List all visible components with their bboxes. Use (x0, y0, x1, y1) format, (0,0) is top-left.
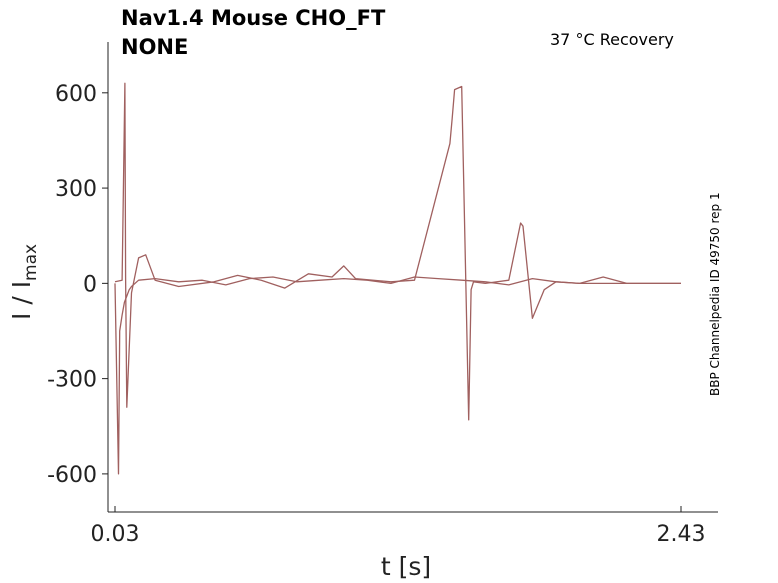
x-tick-label: 0.03 (91, 522, 140, 547)
series-line-2 (114, 82, 681, 421)
y-axis-label-sub: max (21, 244, 41, 281)
title-line-2: NONE (121, 35, 189, 59)
y-tick-label: 600 (55, 82, 97, 107)
chart-title: Nav1.4 Mouse CHO_FT NONE (121, 4, 385, 62)
plot-area (114, 82, 681, 475)
y-tick-label: -600 (47, 463, 97, 488)
condition-label: 37 °C Recovery (550, 30, 674, 49)
series-line-1 (114, 276, 681, 475)
y-axis-label: I / Imax (7, 244, 41, 320)
y-tick-label: -300 (47, 368, 97, 393)
y-tick-label: 0 (83, 272, 97, 297)
x-tick-label: 2.43 (657, 522, 706, 547)
y-axis-label-main: I / I (7, 281, 36, 320)
x-axis-label: t [s] (381, 552, 431, 581)
title-line-1: Nav1.4 Mouse CHO_FT (121, 6, 386, 30)
ticks: 600 300 0 -300 -600 0.03 2.43 (47, 82, 705, 547)
axes (107, 42, 718, 513)
y-tick-label: 300 (55, 177, 97, 202)
